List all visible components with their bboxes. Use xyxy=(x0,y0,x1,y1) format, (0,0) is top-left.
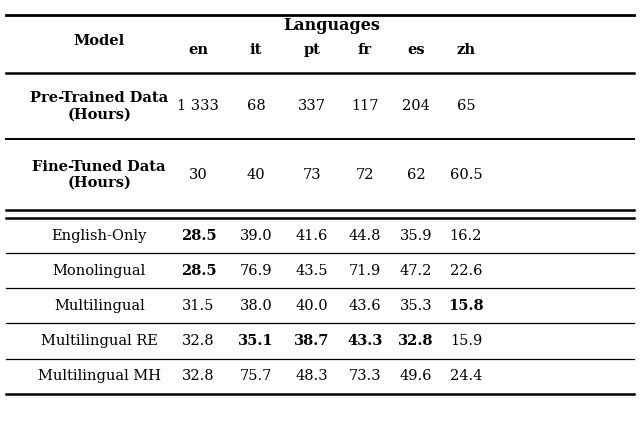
Text: 32.8: 32.8 xyxy=(182,369,214,383)
Text: 41.6: 41.6 xyxy=(296,229,328,242)
Text: Multilingual RE: Multilingual RE xyxy=(41,334,157,348)
Text: Pre-Trained Data
(Hours): Pre-Trained Data (Hours) xyxy=(30,91,168,121)
Text: zh: zh xyxy=(456,43,476,57)
Text: 15.8: 15.8 xyxy=(448,299,484,313)
Text: 43.3: 43.3 xyxy=(347,334,383,348)
Text: 65: 65 xyxy=(456,99,476,113)
Text: 73: 73 xyxy=(302,168,321,182)
Text: 76.9: 76.9 xyxy=(240,264,272,278)
Text: 38.0: 38.0 xyxy=(239,299,273,313)
Text: 40.0: 40.0 xyxy=(296,299,328,313)
Text: 35.1: 35.1 xyxy=(238,334,274,348)
Text: pt: pt xyxy=(303,43,320,57)
Text: 73.3: 73.3 xyxy=(349,369,381,383)
Text: 16.2: 16.2 xyxy=(450,229,482,242)
Text: Multilingual MH: Multilingual MH xyxy=(38,369,161,383)
Text: 35.3: 35.3 xyxy=(400,299,432,313)
Text: 44.8: 44.8 xyxy=(349,229,381,242)
Text: it: it xyxy=(250,43,262,57)
Text: 32.8: 32.8 xyxy=(398,334,434,348)
Text: 60.5: 60.5 xyxy=(450,168,482,182)
Text: 39.0: 39.0 xyxy=(240,229,272,242)
Text: 43.5: 43.5 xyxy=(296,264,328,278)
Text: 1 333: 1 333 xyxy=(177,99,220,113)
Text: 117: 117 xyxy=(351,99,378,113)
Text: 32.8: 32.8 xyxy=(182,334,214,348)
Text: Fine-Tuned Data
(Hours): Fine-Tuned Data (Hours) xyxy=(33,160,166,190)
Text: 28.5: 28.5 xyxy=(180,264,216,278)
Text: 47.2: 47.2 xyxy=(400,264,432,278)
Text: English-Only: English-Only xyxy=(51,229,147,242)
Text: Languages: Languages xyxy=(284,17,381,34)
Text: 38.7: 38.7 xyxy=(294,334,330,348)
Text: 40: 40 xyxy=(246,168,266,182)
Text: 43.6: 43.6 xyxy=(349,299,381,313)
Text: fr: fr xyxy=(358,43,372,57)
Text: 75.7: 75.7 xyxy=(240,369,272,383)
Text: 31.5: 31.5 xyxy=(182,299,214,313)
Text: 35.9: 35.9 xyxy=(400,229,432,242)
Text: 68: 68 xyxy=(246,99,266,113)
Text: 71.9: 71.9 xyxy=(349,264,381,278)
Text: 15.9: 15.9 xyxy=(450,334,482,348)
Text: Multilingual: Multilingual xyxy=(54,299,145,313)
Text: 28.5: 28.5 xyxy=(180,229,216,242)
Text: 337: 337 xyxy=(298,99,326,113)
Text: es: es xyxy=(407,43,425,57)
Text: 30: 30 xyxy=(189,168,208,182)
Text: Monolingual: Monolingual xyxy=(52,264,146,278)
Text: en: en xyxy=(188,43,209,57)
Text: 22.6: 22.6 xyxy=(450,264,482,278)
Text: 204: 204 xyxy=(402,99,430,113)
Text: 49.6: 49.6 xyxy=(400,369,432,383)
Text: 24.4: 24.4 xyxy=(450,369,482,383)
Text: 72: 72 xyxy=(356,168,374,182)
Text: 48.3: 48.3 xyxy=(296,369,328,383)
Text: 62: 62 xyxy=(406,168,426,182)
Text: Model: Model xyxy=(74,34,125,48)
